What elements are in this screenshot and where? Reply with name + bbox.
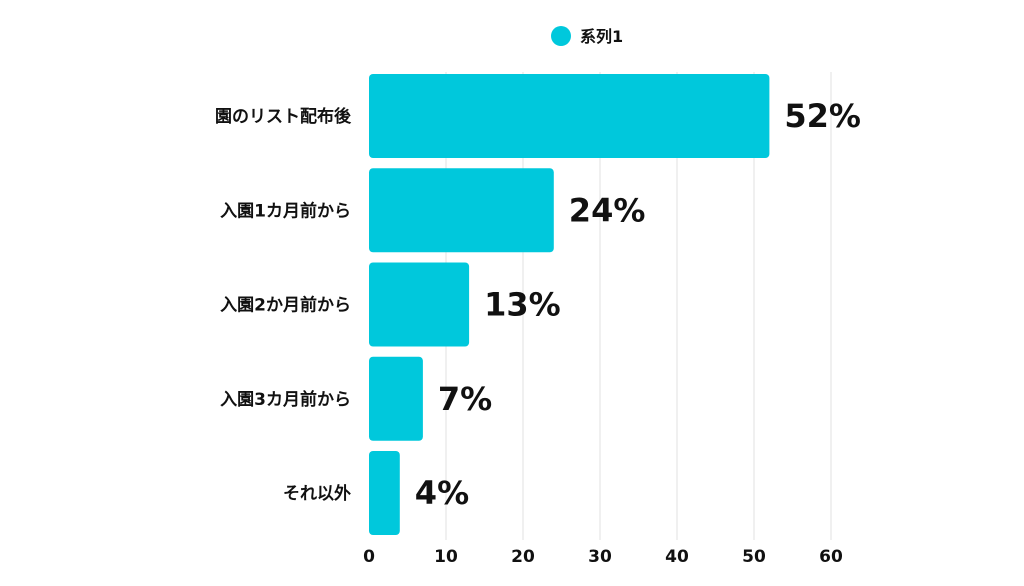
legend-swatch (551, 26, 571, 46)
bars (369, 74, 770, 535)
category-label: 園のリスト配布後 (215, 106, 352, 127)
bar-value-label: 24% (569, 191, 646, 229)
category-label: 入園1カ月前から (220, 200, 351, 221)
x-tick-label: 60 (819, 547, 843, 567)
bar-value-label: 4% (415, 474, 469, 512)
x-tick-label: 10 (434, 547, 458, 567)
data-labels: 52% 24% 13% 7% 4% (415, 97, 861, 512)
bar-value-label: 13% (484, 286, 561, 324)
legend: 系列1 (551, 26, 623, 46)
x-tick-label: 20 (511, 547, 535, 567)
x-axis-ticks: 0 10 20 30 40 50 60 (363, 547, 843, 567)
category-label: それ以外 (283, 483, 351, 504)
x-tick-label: 30 (588, 547, 612, 567)
bar (369, 74, 770, 158)
x-tick-label: 40 (665, 547, 689, 567)
bar-value-label: 52% (784, 97, 861, 135)
legend-label: 系列1 (580, 27, 623, 46)
bar-value-label: 7% (438, 380, 492, 418)
category-label: 入園2か月前から (220, 295, 351, 316)
bar (369, 356, 423, 441)
bar (369, 451, 400, 535)
bar (369, 168, 554, 253)
bar (369, 262, 470, 347)
category-label: 入園3カ月前から (220, 389, 351, 410)
x-tick-label: 0 (363, 547, 375, 567)
x-tick-label: 50 (742, 547, 766, 567)
